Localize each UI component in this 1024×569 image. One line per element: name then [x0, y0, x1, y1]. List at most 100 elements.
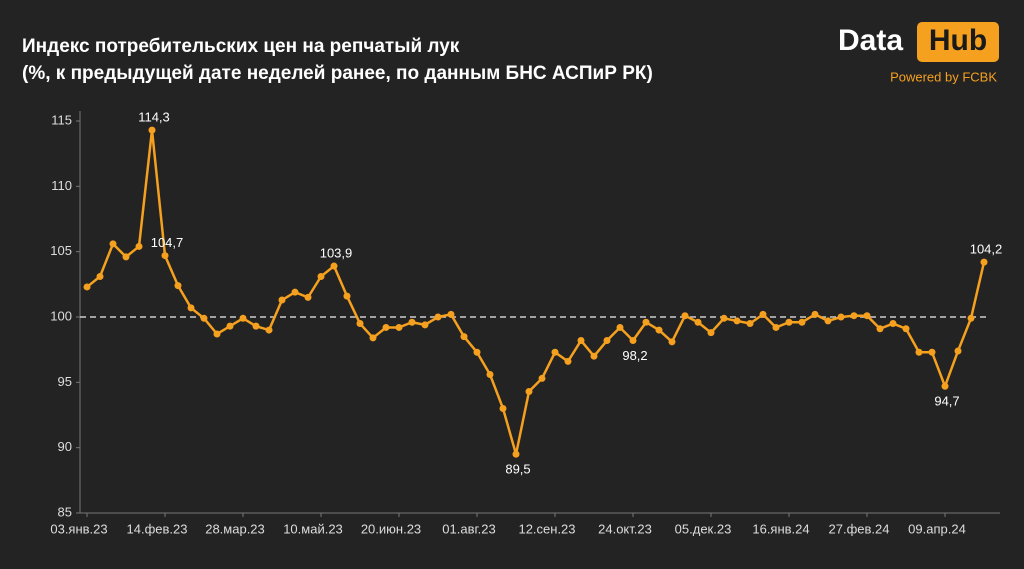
x-tick-label: 14.фев.23 — [127, 521, 188, 536]
x-tick-label: 09.апр.24 — [908, 521, 966, 536]
point — [577, 337, 585, 345]
chart-title: Индекс потребительских цен на репчатый л… — [22, 36, 460, 57]
x-tick-label: 27.фев.24 — [829, 521, 890, 536]
point — [824, 317, 832, 325]
point — [382, 323, 390, 331]
point — [109, 240, 117, 248]
point — [213, 330, 221, 338]
point — [733, 317, 741, 325]
point — [681, 312, 689, 320]
x-tick-label: 05.дек.23 — [675, 521, 732, 536]
point — [915, 348, 923, 356]
point — [655, 326, 663, 334]
value-label: 94,7 — [934, 394, 959, 409]
value-label: 104,2 — [970, 242, 1003, 257]
point — [343, 292, 351, 300]
point — [330, 262, 338, 270]
point — [148, 126, 156, 134]
point — [317, 272, 325, 280]
point — [876, 325, 884, 333]
point — [460, 333, 468, 341]
x-tick-label: 01.авг.23 — [442, 521, 495, 536]
point — [902, 325, 910, 333]
y-tick-label: 105 — [50, 243, 72, 258]
point — [122, 253, 130, 261]
point — [564, 357, 572, 365]
point — [356, 320, 364, 328]
x-tick-label: 16.янв.24 — [752, 521, 809, 536]
logo-right: Hub — [929, 24, 987, 57]
point — [161, 252, 169, 260]
point — [369, 334, 377, 342]
point — [96, 272, 104, 280]
point — [863, 312, 871, 320]
point — [447, 310, 455, 318]
point — [967, 314, 975, 322]
point — [486, 370, 494, 378]
x-tick-label: 24.окт.23 — [598, 521, 652, 536]
line — [86, 128, 986, 456]
chart-subtitle: (%, к предыдущей дате неделей ранее, по … — [22, 63, 653, 84]
point — [798, 318, 806, 326]
logo-left: Data — [838, 24, 903, 57]
value-label: 89,5 — [505, 462, 530, 477]
point — [772, 323, 780, 331]
point — [538, 374, 546, 382]
point — [720, 314, 728, 322]
point — [785, 318, 793, 326]
point — [434, 313, 442, 321]
x-tick-label: 12.сен.23 — [518, 521, 575, 536]
point — [707, 329, 715, 337]
point — [278, 296, 286, 304]
point — [135, 242, 143, 250]
value-label: 104,7 — [151, 235, 184, 250]
point — [395, 323, 403, 331]
value-label: 114,3 — [138, 110, 170, 125]
logo-box — [917, 22, 999, 62]
point — [291, 288, 299, 296]
y-tick-label: 100 — [50, 308, 72, 323]
point — [512, 450, 520, 458]
point — [980, 258, 988, 266]
point — [629, 337, 637, 345]
point — [525, 387, 533, 395]
point — [473, 348, 481, 356]
point — [304, 293, 312, 301]
point — [603, 337, 611, 345]
point — [499, 404, 507, 412]
point — [759, 310, 767, 318]
point — [187, 304, 195, 312]
y-tick-label: 90 — [58, 439, 72, 454]
point — [850, 312, 858, 320]
point — [642, 318, 650, 326]
point — [174, 282, 182, 290]
point — [668, 338, 676, 346]
point — [408, 318, 416, 326]
point — [889, 320, 897, 328]
point — [265, 326, 273, 334]
point — [694, 318, 702, 326]
y-tick-label: 85 — [58, 504, 72, 519]
point — [551, 348, 559, 356]
y-tick-label: 110 — [51, 178, 72, 193]
point — [928, 348, 936, 356]
point — [837, 313, 845, 321]
point — [811, 310, 819, 318]
point — [590, 352, 598, 360]
y-tick-label: 115 — [51, 112, 72, 127]
y-tick-label: 95 — [58, 374, 72, 389]
point — [616, 323, 624, 331]
x-tick-label: 20.июн.23 — [361, 521, 421, 536]
point — [941, 382, 949, 390]
value-label: 98,2 — [622, 348, 647, 363]
point — [421, 321, 429, 329]
point — [252, 322, 260, 330]
point — [746, 320, 754, 328]
point — [239, 314, 247, 322]
point — [954, 347, 962, 355]
x-tick-label: 03.янв.23 — [50, 521, 107, 536]
point — [200, 314, 208, 322]
point — [83, 283, 91, 291]
